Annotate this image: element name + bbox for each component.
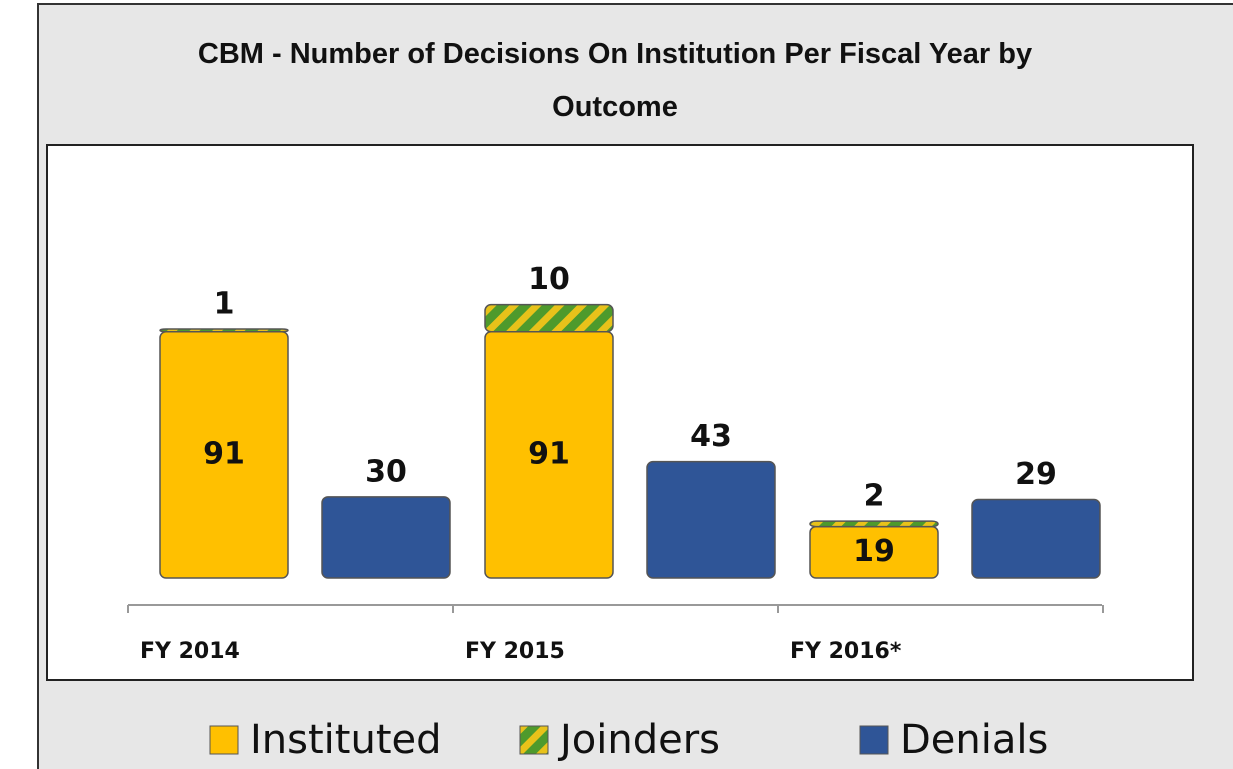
legend-swatch: [859, 725, 889, 755]
legend-label: Instituted: [250, 717, 442, 763]
legend-label: Denials: [900, 717, 1048, 763]
bar: [484, 303, 614, 333]
data-label: 19: [853, 534, 895, 569]
bar: [971, 498, 1101, 579]
x-tick-label: FY 2016*: [790, 639, 902, 664]
data-label: 2: [864, 479, 885, 514]
x-tick-label: FY 2014: [140, 639, 240, 664]
data-label: 43: [690, 419, 732, 454]
bar: [159, 328, 289, 333]
x-tick-label: FY 2015: [465, 639, 565, 664]
data-label: 10: [528, 262, 570, 297]
legend-swatch: [209, 725, 239, 755]
data-label: 30: [365, 454, 407, 489]
bar: [646, 460, 776, 579]
legend-label: Joinders: [557, 717, 720, 763]
data-label: 1: [214, 287, 235, 322]
bar: [321, 496, 451, 579]
bar: [809, 520, 939, 528]
data-label: 29: [1015, 457, 1057, 492]
chart-title: CBM - Number of Decisions On Institution…: [197, 38, 1033, 123]
legend-swatch: [519, 725, 549, 755]
data-label: 91: [203, 436, 245, 471]
data-label: 91: [528, 436, 570, 471]
